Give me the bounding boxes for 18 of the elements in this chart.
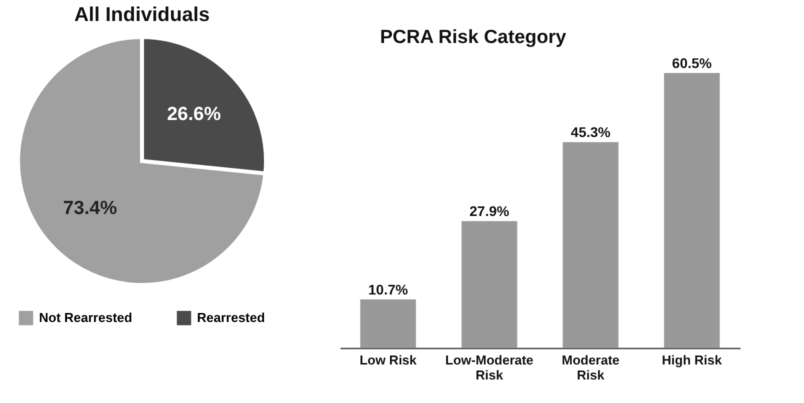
bar bbox=[664, 73, 720, 348]
bar bbox=[562, 142, 618, 348]
x-tick-label: High Risk bbox=[662, 352, 723, 368]
data-label: 45.3% bbox=[570, 124, 612, 140]
chart-title: All Individuals bbox=[74, 4, 210, 26]
data-label: 10.7% bbox=[368, 281, 408, 298]
legend-label: Rearrested bbox=[197, 310, 265, 326]
legend-label: Not Rearrested bbox=[39, 310, 132, 326]
data-label: 27.9% bbox=[470, 203, 510, 220]
x-tick-label: Low-Moderate Risk bbox=[445, 352, 534, 382]
bar bbox=[360, 299, 416, 348]
data-label: 60.5% bbox=[672, 55, 712, 71]
bar bbox=[462, 221, 518, 348]
x-tick-label: Moderate Risk bbox=[562, 352, 620, 382]
x-tick-label: Low Risk bbox=[360, 352, 418, 368]
data-label: 26.6% bbox=[166, 104, 221, 126]
chart-title: PCRA Risk Category bbox=[380, 27, 567, 48]
data-label: 73.4% bbox=[63, 198, 118, 219]
